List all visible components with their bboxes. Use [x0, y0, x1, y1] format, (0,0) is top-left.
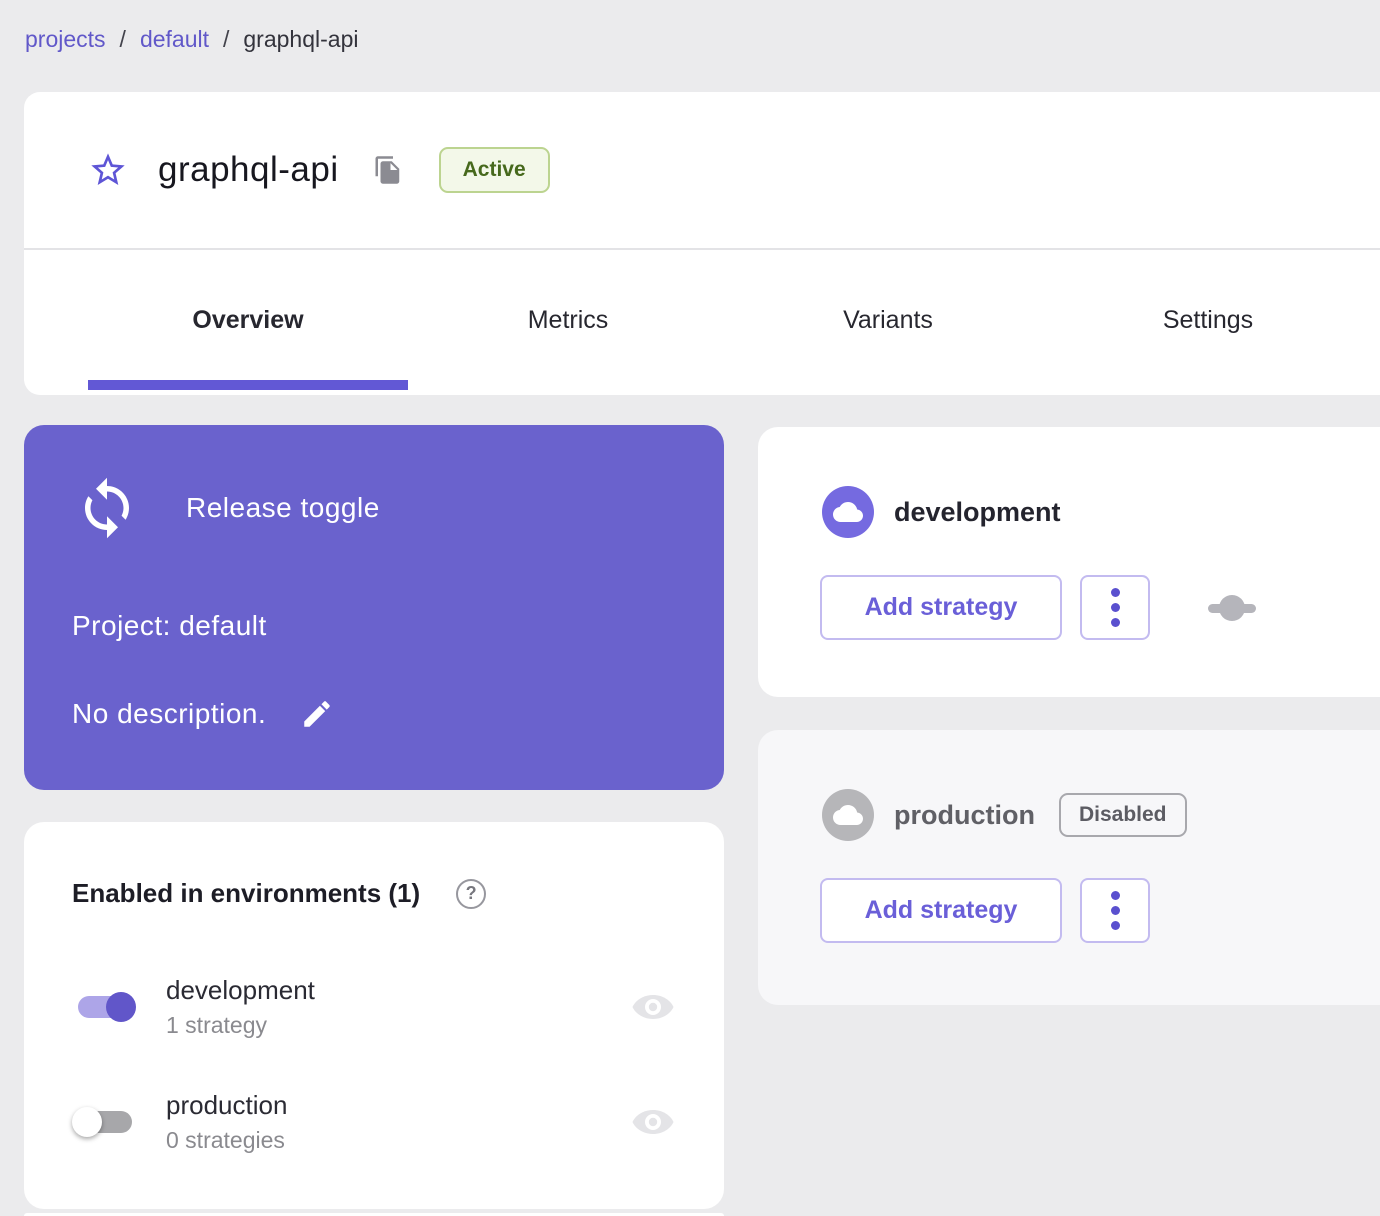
breadcrumb: projects / default / graphql-api	[25, 26, 358, 53]
breadcrumb-separator: /	[119, 26, 126, 52]
environment-toggle-row-production: production 0 strategies	[70, 1077, 676, 1167]
tab-variants[interactable]: Variants	[728, 250, 1048, 390]
environment-row-name: production	[166, 1090, 288, 1120]
breadcrumb-current-feature: graphql-api	[243, 26, 359, 52]
kebab-dot	[1110, 603, 1120, 612]
active-tab-indicator	[88, 380, 408, 390]
next-card-sliver	[24, 1213, 724, 1216]
environment-row-labels: production 0 strategies	[166, 1090, 287, 1154]
environment-header-production: production Disabled	[822, 789, 1187, 841]
enabled-environments-card: Enabled in environments (1) ? developmen…	[24, 822, 724, 1209]
copy-name-icon[interactable]	[373, 155, 403, 185]
environment-actions-production: Add strategy	[820, 878, 1150, 943]
breadcrumb-link-default-project[interactable]: default	[139, 26, 209, 52]
environment-actions-development: Add strategy	[820, 575, 1256, 640]
environment-switch-production[interactable]	[70, 1100, 140, 1144]
feature-title-row: graphql-api Active	[24, 92, 1380, 250]
environment-switch-development[interactable]	[70, 985, 140, 1029]
tab-settings[interactable]: Settings	[1048, 250, 1368, 390]
feature-type-row: Release toggle	[74, 475, 380, 541]
feature-project-label: Project: default	[72, 610, 267, 641]
enabled-environments-title: Enabled in environments (1)	[72, 878, 421, 908]
breadcrumb-link-projects[interactable]: projects	[25, 26, 106, 52]
environment-avatar	[822, 789, 874, 841]
visibility-eye-icon	[632, 1110, 674, 1134]
visibility-eye-icon	[632, 995, 674, 1019]
favorite-star-icon[interactable]	[88, 150, 128, 190]
rollout-strategy-icon	[1208, 594, 1256, 622]
cloud-icon	[833, 502, 863, 522]
environment-card-production: production Disabled Add strategy	[758, 730, 1380, 1005]
environment-row-name: development	[166, 975, 315, 1005]
feature-type-label: Release toggle	[186, 492, 380, 523]
environment-header-development: development	[822, 486, 1061, 538]
tab-metrics[interactable]: Metrics	[408, 250, 728, 390]
release-toggle-loop-icon	[85, 477, 129, 539]
breadcrumb-separator: /	[223, 26, 230, 52]
kebab-dot	[1110, 588, 1120, 597]
status-badge: Active	[438, 147, 550, 193]
cloud-icon	[833, 805, 863, 825]
environment-row-labels: development 1 strategy	[166, 975, 315, 1039]
environment-card-development: development Add strategy	[758, 427, 1380, 697]
feature-description-row: No description.	[72, 697, 334, 731]
edit-description-pencil-icon[interactable]	[300, 697, 334, 731]
kebab-dot	[1110, 921, 1120, 930]
tab-settings-label: Settings	[1162, 305, 1254, 334]
help-icon[interactable]: ?	[456, 878, 487, 909]
environment-name: production	[894, 799, 1035, 830]
tab-overview[interactable]: Overview	[88, 250, 408, 390]
feature-description-label: No description.	[72, 698, 267, 729]
environment-toggle-row-development: development 1 strategy	[70, 962, 676, 1052]
environment-disabled-badge: Disabled	[1058, 793, 1187, 837]
tab-variants-label: Variants	[843, 305, 933, 334]
enabled-environments-header: Enabled in environments (1) ?	[72, 878, 487, 909]
tab-overview-label: Overview	[192, 305, 304, 334]
kebab-dot	[1110, 891, 1120, 900]
tab-metrics-label: Metrics	[527, 305, 609, 334]
feature-title: graphql-api	[158, 150, 339, 189]
environment-avatar	[822, 486, 874, 538]
environment-menu-kebab-button[interactable]	[1080, 878, 1150, 943]
environment-row-strategies: 0 strategies	[166, 1127, 285, 1153]
feature-header-card: graphql-api Active Overview Metrics Vari…	[24, 92, 1380, 395]
feature-tabs: Overview Metrics Variants Settings	[24, 250, 1380, 390]
environment-row-strategies: 1 strategy	[166, 1012, 267, 1038]
add-strategy-button[interactable]: Add strategy	[820, 575, 1062, 640]
kebab-dot	[1110, 906, 1120, 915]
environment-name: development	[894, 496, 1061, 527]
add-strategy-button[interactable]: Add strategy	[820, 878, 1062, 943]
kebab-dot	[1110, 618, 1120, 627]
environment-menu-kebab-button[interactable]	[1080, 575, 1150, 640]
feature-type-card: Release toggle Project: default No descr…	[24, 425, 724, 790]
